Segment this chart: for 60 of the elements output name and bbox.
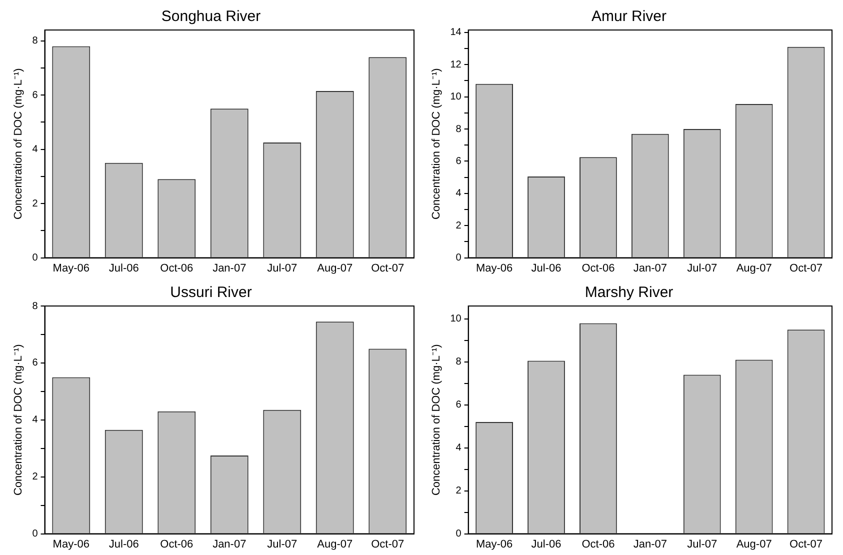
y-tick-label: 8 bbox=[32, 300, 38, 312]
x-tick-label: Oct-06 bbox=[582, 262, 615, 274]
y-tick-label: 2 bbox=[32, 198, 38, 210]
x-tick-label: Oct-07 bbox=[790, 262, 823, 274]
x-tick-label: Jan-07 bbox=[633, 538, 667, 550]
chart-title: Ussuri River bbox=[170, 284, 252, 302]
x-tick-label: Oct-07 bbox=[371, 262, 404, 274]
x-tick-label: Oct-06 bbox=[160, 262, 194, 274]
y-tick-label: 4 bbox=[456, 188, 462, 200]
y-tick-label: 0 bbox=[456, 528, 462, 540]
y-tick-label: 14 bbox=[450, 27, 462, 38]
x-tick-label: Oct-07 bbox=[790, 538, 823, 550]
x-tick-label: Aug-07 bbox=[317, 262, 353, 274]
y-tick-label: 12 bbox=[450, 59, 462, 70]
x-tick-label: Aug-07 bbox=[736, 538, 772, 550]
x-tick-label: Oct-06 bbox=[582, 538, 615, 550]
x-tick-label: Jul-07 bbox=[267, 262, 298, 274]
x-tick-label: Jan-07 bbox=[212, 262, 246, 274]
x-tick-label: Jul-06 bbox=[531, 262, 562, 274]
y-tick-label: 6 bbox=[32, 90, 38, 101]
y-tick-label: 0 bbox=[32, 528, 38, 540]
x-tick-label: Jul-06 bbox=[108, 262, 139, 274]
x-tick-label: Aug-07 bbox=[736, 262, 772, 274]
y-tick-label: 6 bbox=[32, 358, 38, 369]
y-tick-label: 8 bbox=[456, 124, 462, 135]
y-tick-label: 6 bbox=[456, 156, 462, 167]
x-tick-label: Oct-06 bbox=[160, 538, 194, 550]
y-tick-label: 10 bbox=[450, 314, 462, 325]
x-tick-label: Jul-07 bbox=[687, 262, 718, 274]
x-tick-label: May-06 bbox=[52, 538, 90, 550]
y-tick-label: 4 bbox=[32, 414, 38, 426]
y-tick-label: 0 bbox=[456, 252, 462, 264]
chart-title: Amur River bbox=[591, 8, 667, 26]
y-tick-label: 8 bbox=[456, 356, 462, 368]
y-tick-label: 2 bbox=[32, 472, 38, 483]
x-tick-label: May-06 bbox=[476, 262, 513, 274]
chart-title: Marshy River bbox=[584, 284, 674, 302]
y-axis-title: Concentration of DOC (mg·L⁻¹) bbox=[430, 68, 443, 220]
y-axis-title: Concentration of DOC (mg·L⁻¹) bbox=[430, 344, 443, 496]
y-tick-label: 2 bbox=[456, 486, 462, 497]
y-tick-label: 6 bbox=[456, 400, 462, 411]
y-tick-label: 4 bbox=[456, 442, 462, 454]
y-tick-label: 8 bbox=[32, 36, 38, 47]
x-tick-label: May-06 bbox=[52, 262, 90, 274]
chart-title: Songhua River bbox=[161, 8, 261, 26]
x-tick-label: Jul-07 bbox=[267, 538, 298, 550]
x-tick-label: Jul-07 bbox=[687, 538, 718, 550]
y-tick-label: 2 bbox=[456, 220, 462, 232]
y-axis-title: Concentration of DOC (mg·L⁻¹) bbox=[12, 68, 25, 220]
x-tick-label: May-06 bbox=[476, 538, 513, 550]
y-tick-label: 4 bbox=[32, 144, 38, 156]
x-tick-label: Jul-06 bbox=[108, 538, 139, 550]
x-tick-label: Aug-07 bbox=[317, 538, 353, 550]
y-tick-label: 10 bbox=[450, 92, 462, 103]
x-tick-label: Jan-07 bbox=[212, 538, 246, 550]
y-axis-title: Concentration of DOC (mg·L⁻¹) bbox=[12, 344, 25, 496]
x-tick-label: Jul-06 bbox=[531, 538, 562, 550]
x-tick-label: Oct-07 bbox=[371, 538, 404, 550]
y-tick-label: 0 bbox=[32, 252, 38, 264]
x-tick-label: Jan-07 bbox=[633, 262, 667, 274]
